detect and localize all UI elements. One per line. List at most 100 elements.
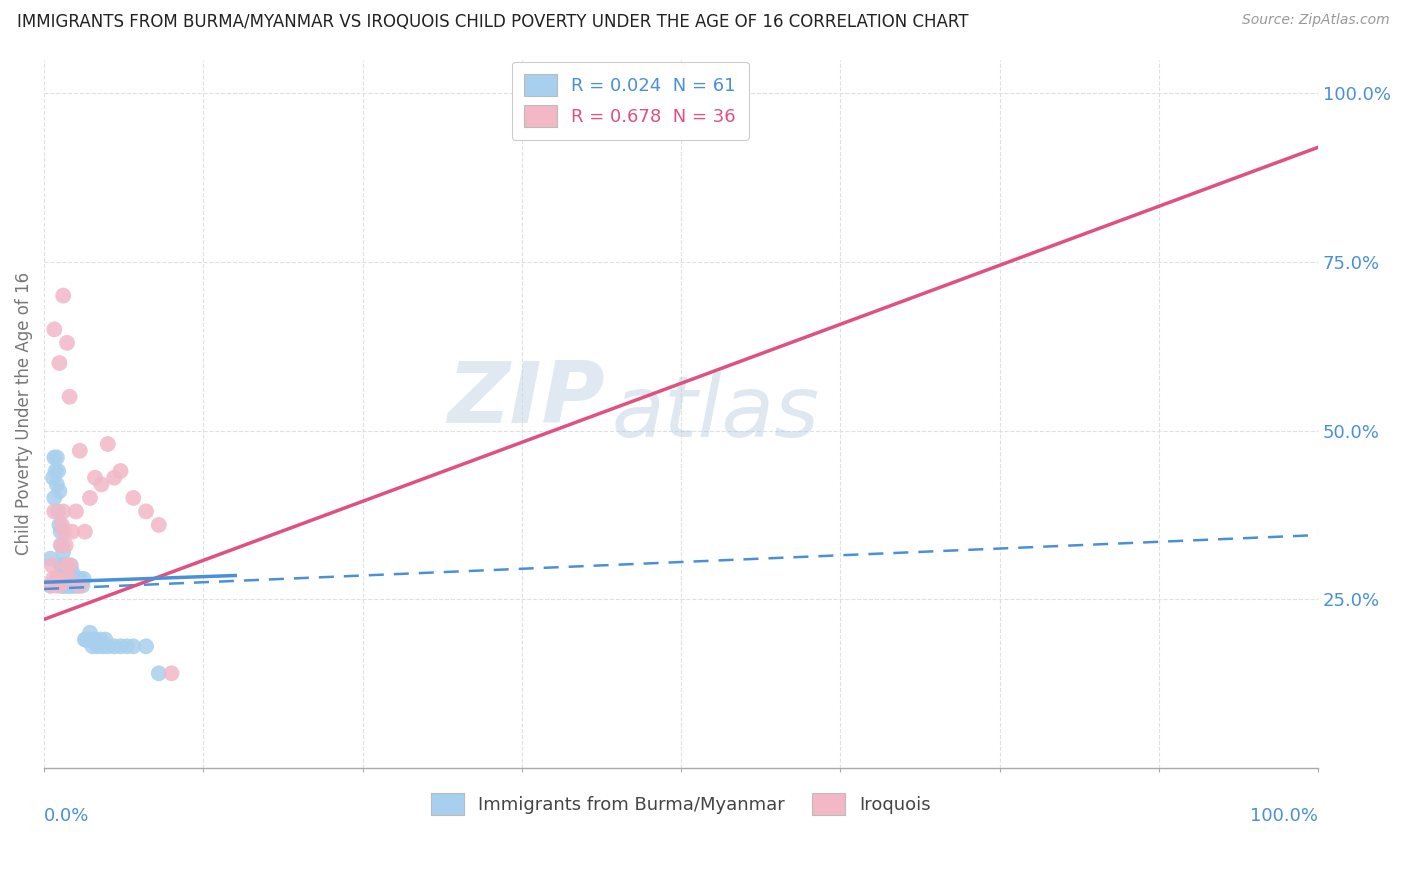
Point [44,450,66,465]
Point [60,579,83,593]
Text: Source: ZipAtlas.com: Source: ZipAtlas.com [1241,13,1389,28]
Point [52,545,75,559]
Point [148,666,170,681]
Point [122,640,145,654]
Point [49,558,72,573]
Point [55,579,77,593]
Point [97,437,120,451]
Point [39,579,62,593]
Point [55,565,77,579]
Point [58,565,80,579]
Point [52,504,75,518]
Point [56,579,79,593]
Point [48,356,70,370]
Point [48,484,70,499]
Point [45,464,67,478]
Point [84,471,107,485]
Point [73,524,96,539]
Point [110,640,132,654]
Point [79,625,101,640]
Point [48,517,70,532]
Point [51,558,73,573]
Point [72,579,94,593]
Point [51,538,73,552]
Point [66,572,89,586]
Point [160,666,183,681]
Point [58,572,80,586]
Point [69,443,91,458]
Point [62,579,84,593]
Point [58,579,80,593]
Point [60,524,83,539]
Point [63,579,86,593]
Point [46,572,69,586]
Point [45,579,67,593]
Point [45,450,67,465]
Point [91,640,114,654]
Point [69,572,91,586]
Point [56,335,79,350]
Point [39,579,62,593]
Point [115,640,138,654]
Point [67,579,90,593]
Point [65,579,87,593]
Point [42,572,65,586]
Point [73,632,96,647]
Point [79,491,101,505]
Point [103,471,125,485]
Point [65,504,87,518]
Point [53,558,76,573]
Point [148,517,170,532]
Point [44,504,66,518]
Point [42,471,65,485]
Point [46,504,69,518]
Point [89,632,111,647]
Point [122,491,145,505]
Point [41,558,63,573]
Point [97,640,120,654]
Text: IMMIGRANTS FROM BURMA/MYANMAR VS IROQUOIS CHILD POVERTY UNDER THE AGE OF 16 CORR: IMMIGRANTS FROM BURMA/MYANMAR VS IROQUOI… [17,13,969,31]
Text: ZIP: ZIP [447,358,605,441]
Text: 100.0%: 100.0% [1250,806,1319,824]
Y-axis label: Child Poverty Under the Age of 16: Child Poverty Under the Age of 16 [15,272,32,555]
Point [52,565,75,579]
Point [48,579,70,593]
Point [44,491,66,505]
Point [49,538,72,552]
Point [59,579,82,593]
Point [45,477,67,491]
Point [135,640,157,654]
Text: atlas: atlas [612,372,820,455]
Point [55,538,77,552]
Point [46,464,69,478]
Point [135,504,157,518]
Point [49,524,72,539]
Point [75,632,97,647]
Point [51,579,73,593]
Point [60,565,83,579]
Point [53,524,76,539]
Point [62,572,84,586]
Point [49,579,72,593]
Point [77,632,100,647]
Text: 0.0%: 0.0% [44,806,90,824]
Point [53,579,76,593]
Point [52,288,75,302]
Point [86,640,108,654]
Point [94,632,117,647]
Point [58,579,80,593]
Point [39,551,62,566]
Point [51,517,73,532]
Point [58,565,80,579]
Point [45,572,67,586]
Point [84,632,107,647]
Point [72,572,94,586]
Point [58,558,80,573]
Point [90,477,112,491]
Point [59,558,82,573]
Point [69,579,91,593]
Point [56,558,79,573]
Point [82,640,104,654]
Point [52,579,75,593]
Point [56,558,79,573]
